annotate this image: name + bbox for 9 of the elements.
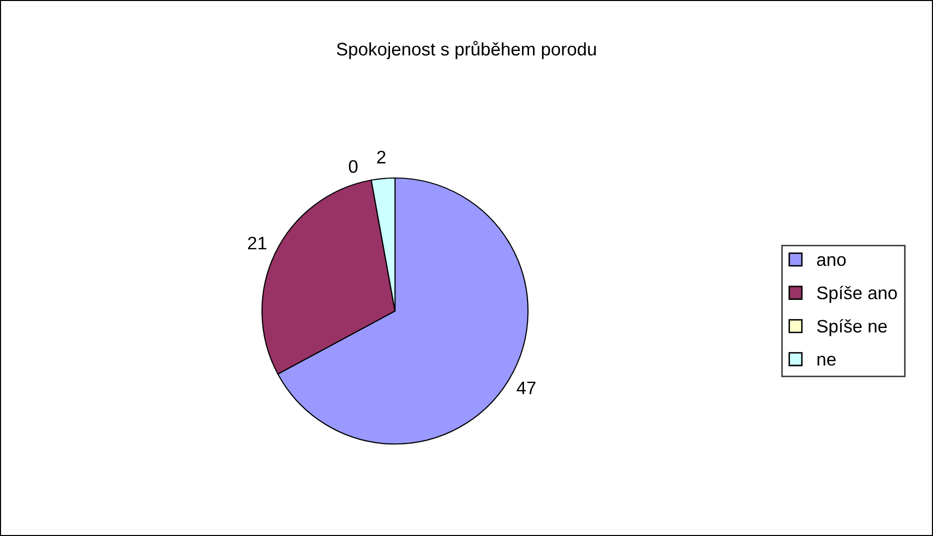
data-label: 21 — [248, 236, 266, 250]
legend-label: ano — [817, 256, 846, 266]
text: 0 — [348, 160, 358, 173]
chart-title: Spokojenost s průběhem porodu — [336, 40, 596, 60]
legend-label: Spíše ne — [817, 319, 887, 336]
data-label: 47 — [516, 382, 536, 394]
legend-label: ne — [818, 356, 836, 366]
data-label: 2 — [377, 150, 386, 164]
legend-label: Spíše ano — [817, 286, 897, 303]
